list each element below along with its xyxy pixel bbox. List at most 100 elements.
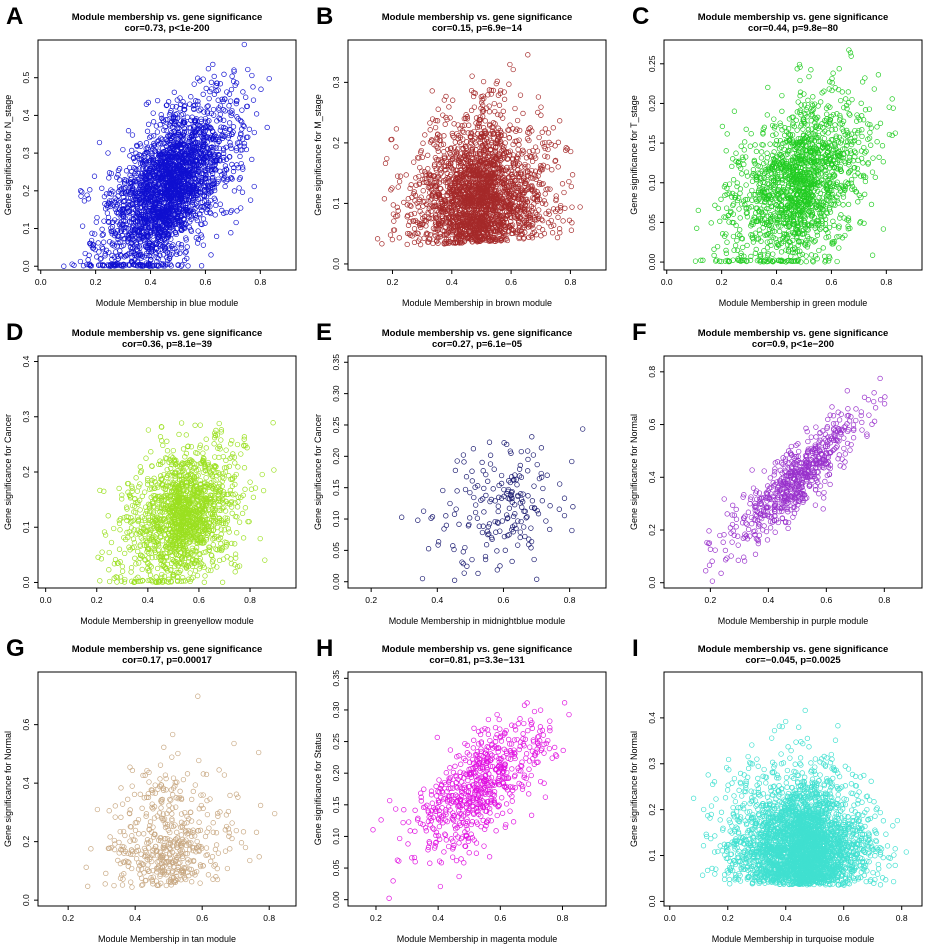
data-point bbox=[453, 140, 458, 145]
data-point bbox=[145, 129, 150, 134]
data-point bbox=[251, 98, 256, 103]
data-point bbox=[430, 89, 435, 94]
data-point bbox=[185, 245, 190, 250]
data-point bbox=[214, 203, 219, 208]
data-point bbox=[436, 107, 441, 112]
data-point bbox=[418, 165, 423, 170]
data-point bbox=[234, 163, 239, 168]
data-point bbox=[543, 154, 548, 159]
data-point bbox=[82, 199, 87, 204]
data-point bbox=[179, 245, 184, 250]
data-point bbox=[151, 111, 156, 116]
data-point bbox=[433, 125, 438, 130]
data-point bbox=[497, 103, 502, 108]
data-point bbox=[144, 102, 149, 107]
data-point bbox=[243, 95, 248, 100]
data-point bbox=[507, 136, 512, 141]
data-point bbox=[209, 80, 214, 85]
data-point bbox=[94, 220, 99, 225]
data-point bbox=[507, 82, 512, 87]
data-point bbox=[466, 131, 471, 136]
data-point bbox=[130, 133, 135, 138]
data-point bbox=[570, 205, 575, 210]
data-point bbox=[97, 140, 102, 145]
data-point bbox=[208, 211, 213, 216]
data-point bbox=[483, 119, 488, 124]
data-point bbox=[518, 93, 523, 98]
data-point bbox=[92, 174, 97, 179]
data-point bbox=[563, 206, 568, 211]
data-point bbox=[570, 173, 575, 178]
panel-a: A Module membership vs. gene significance… bbox=[3, 3, 296, 308]
data-point bbox=[492, 101, 497, 106]
data-point bbox=[390, 237, 395, 242]
data-point bbox=[418, 150, 423, 155]
data-point bbox=[222, 72, 227, 77]
data-point bbox=[469, 108, 474, 113]
data-point bbox=[557, 119, 562, 124]
y-tick-label: 0.2 bbox=[21, 185, 31, 197]
data-point bbox=[517, 143, 522, 148]
data-point bbox=[242, 42, 247, 47]
data-point bbox=[214, 234, 219, 239]
data-point bbox=[199, 264, 204, 269]
data-points bbox=[62, 42, 272, 268]
data-point bbox=[240, 108, 245, 113]
data-point bbox=[382, 197, 387, 202]
data-point bbox=[207, 96, 212, 101]
data-point bbox=[538, 163, 543, 168]
x-tick-label: 0.4 bbox=[145, 277, 157, 287]
panel-b: B Module membership vs. gene significance… bbox=[313, 3, 606, 308]
data-point bbox=[380, 242, 385, 247]
data-point bbox=[155, 130, 160, 135]
data-point bbox=[265, 125, 270, 130]
data-point bbox=[201, 217, 206, 222]
y-tick-label: 0.5 bbox=[21, 72, 31, 84]
data-point bbox=[185, 115, 190, 120]
chart-title: Module membership vs. gene significance bbox=[72, 12, 263, 23]
data-point bbox=[422, 236, 427, 241]
panel-letter: B bbox=[316, 3, 333, 30]
data-point bbox=[502, 97, 507, 102]
data-point bbox=[536, 110, 541, 115]
data-point bbox=[414, 183, 419, 188]
data-point bbox=[578, 205, 583, 210]
data-point bbox=[536, 95, 541, 100]
data-point bbox=[396, 185, 401, 190]
x-tick-label: 0.2 bbox=[90, 277, 102, 287]
data-point bbox=[391, 203, 396, 208]
data-point bbox=[254, 112, 259, 117]
data-point bbox=[411, 160, 416, 165]
data-point bbox=[537, 225, 542, 230]
data-point bbox=[250, 73, 255, 78]
data-point bbox=[115, 175, 120, 180]
data-point bbox=[235, 209, 240, 214]
data-point bbox=[508, 62, 513, 67]
data-point bbox=[562, 190, 567, 195]
data-point bbox=[237, 186, 242, 191]
data-point bbox=[238, 154, 243, 159]
data-point bbox=[568, 149, 573, 154]
data-point bbox=[78, 259, 83, 264]
data-point bbox=[234, 220, 239, 225]
y-tick-label: 0.1 bbox=[21, 222, 31, 234]
data-point bbox=[441, 113, 446, 118]
data-point bbox=[218, 202, 223, 207]
data-point bbox=[62, 264, 67, 269]
data-point bbox=[394, 127, 399, 132]
data-point bbox=[567, 179, 572, 184]
data-point bbox=[106, 151, 111, 156]
data-point bbox=[181, 112, 186, 117]
data-point bbox=[252, 130, 257, 135]
data-point bbox=[229, 87, 234, 92]
data-point bbox=[95, 215, 100, 220]
data-point bbox=[212, 74, 217, 79]
data-point bbox=[569, 228, 574, 233]
data-point bbox=[481, 79, 486, 84]
data-point bbox=[542, 231, 547, 236]
data-point bbox=[223, 184, 228, 189]
data-point bbox=[107, 240, 112, 245]
data-point bbox=[511, 67, 516, 72]
data-point bbox=[186, 264, 191, 269]
data-point bbox=[213, 213, 218, 218]
